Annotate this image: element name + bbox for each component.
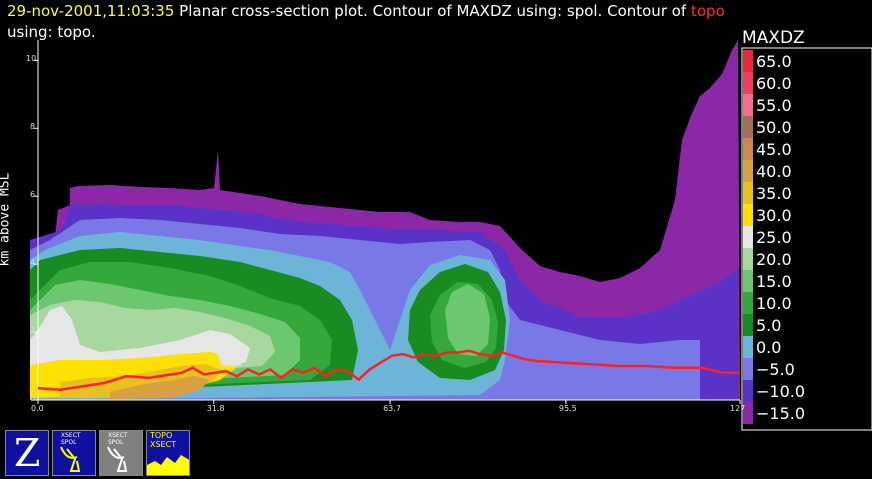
colorbar-label: 0.0	[756, 338, 782, 357]
x-tick-label: 127	[730, 404, 746, 413]
y-ticks	[34, 59, 38, 401]
colorbar-frame	[741, 47, 872, 431]
colorbar-label: 35.0	[756, 184, 792, 203]
colorbar-swatch	[743, 72, 753, 94]
topo-xsect-button[interactable]: TOPO XSECT	[146, 430, 190, 476]
colorbar-label: 25.0	[756, 228, 792, 247]
colorbar-label: 15.0	[756, 272, 792, 291]
colorbar-swatch	[743, 358, 753, 380]
topo-series-line	[37, 349, 740, 392]
white-cells	[215, 340, 248, 366]
xsect-spol-button[interactable]: XSECT SPOL	[52, 430, 96, 476]
colorbar-swatch	[743, 116, 753, 138]
reflectivity-field	[30, 40, 740, 400]
zoom-button-label: Z	[14, 431, 41, 475]
plot-title-text-2: using: topo.	[7, 23, 96, 41]
colorbar-swatch	[743, 182, 753, 204]
colorbar-swatch	[743, 380, 753, 402]
y-axis-label: km above MSL	[0, 172, 13, 267]
colorbar-label: 55.0	[756, 96, 792, 115]
plot-title-text: Planar cross-section plot. Contour of MA…	[174, 2, 691, 20]
x-ticks	[37, 400, 741, 404]
colorbar-label: 10.0	[756, 294, 792, 313]
x-tick-label: 0.0	[31, 404, 44, 413]
plot-title-topo: topo	[690, 2, 725, 20]
colorbar-label: 30.0	[756, 206, 792, 225]
colorbar-label: 45.0	[756, 140, 792, 159]
colorbar-swatch	[743, 270, 753, 292]
contour-15-cell	[445, 284, 490, 356]
axes	[37, 40, 740, 401]
colorbar-swatch	[743, 204, 753, 226]
colorbar-label: 50.0	[756, 118, 792, 137]
y-tick-label: 10	[26, 54, 37, 64]
terrain-icon	[147, 455, 189, 475]
colorbar-label: −10.0	[756, 382, 806, 401]
xsect-spol-gray-button-label: XSECT SPOL	[108, 432, 128, 446]
radar-dish-gray-icon	[107, 446, 128, 472]
colorbar-swatch	[743, 402, 753, 424]
colorbar-swatch	[743, 248, 753, 270]
colorbar-label: 65.0	[756, 52, 792, 71]
colorbar-label: 20.0	[756, 250, 792, 269]
x-tick-label: 63.7	[383, 404, 401, 413]
colorbar-swatch	[743, 226, 753, 248]
colorbar-swatch	[743, 336, 753, 358]
colorbar-swatch	[743, 94, 753, 116]
y-tick-label: 0	[30, 394, 36, 403]
colorbar-label: −5.0	[756, 360, 795, 379]
x-tick-label: 95.5	[558, 404, 577, 413]
colorbar-swatch	[743, 50, 753, 72]
colorbar-swatch	[743, 292, 753, 314]
zoom-button[interactable]: Z	[5, 430, 49, 476]
x-tick-label: 31.8	[206, 404, 225, 413]
plot-title: 29-nov-2001,11:03:35 Planar cross-sectio…	[7, 1, 737, 43]
colorbar-swatch	[743, 138, 753, 160]
colorbar-label: 5.0	[756, 316, 782, 335]
contour-25-patch	[215, 340, 248, 366]
radar-dish-icon	[60, 446, 81, 472]
y-tick-label: 2	[30, 326, 36, 336]
plot-timestamp: 29-nov-2001,11:03:35	[7, 2, 175, 20]
colorbar-title: MAXDZ	[742, 28, 805, 48]
xsect-spol-button-label: XSECT SPOL	[61, 432, 81, 446]
y-tick-label: 4	[30, 258, 36, 268]
colorbar-label: 40.0	[756, 162, 792, 181]
xsect-spol-gray-button[interactable]: XSECT SPOL	[99, 430, 143, 476]
colorbar-swatch	[743, 314, 753, 336]
y-tick-label: 8	[30, 122, 36, 132]
colorbar-label: 60.0	[756, 74, 792, 93]
colorbar-label: −15.0	[756, 404, 806, 423]
contour-40	[110, 376, 210, 399]
y-tick-label: 6	[30, 190, 36, 200]
colorbar-swatch	[743, 160, 753, 182]
topo-xsect-button-label: TOPO XSECT	[150, 431, 177, 449]
